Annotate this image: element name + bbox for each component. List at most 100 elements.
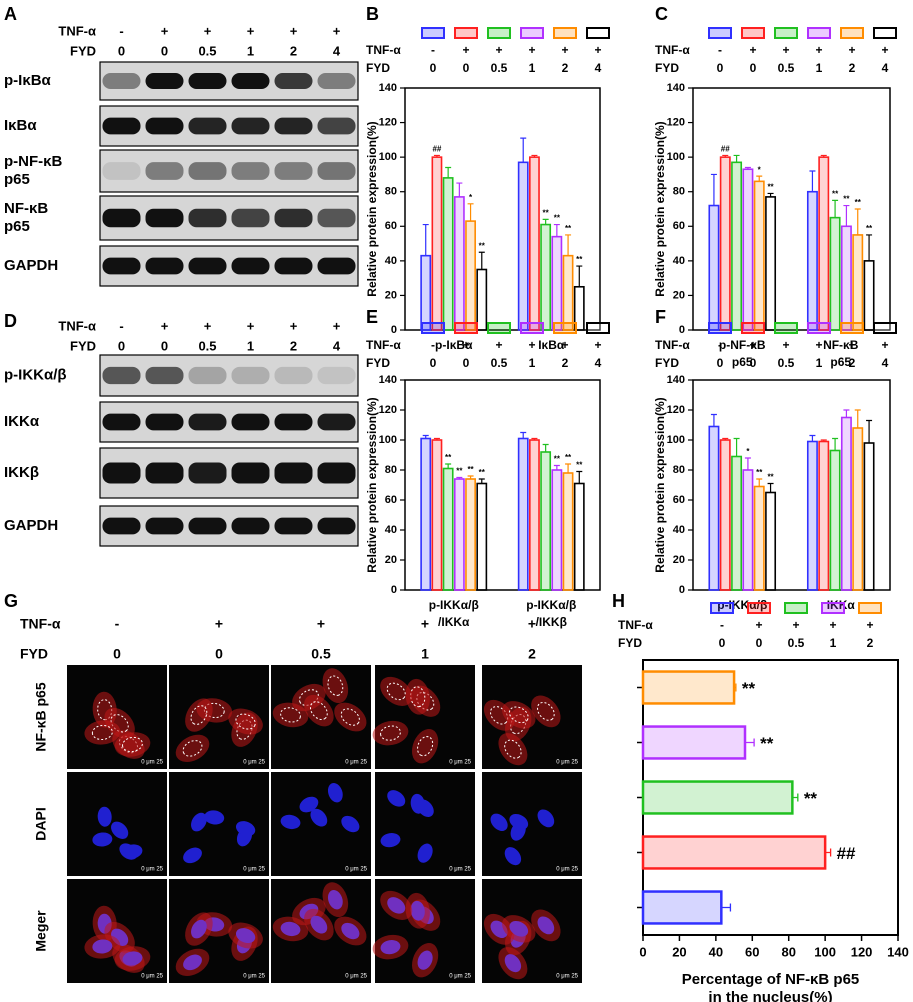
blot-band	[317, 257, 356, 275]
blot-band	[188, 257, 227, 275]
blot-band	[188, 517, 227, 535]
legend-row-label: TNF-α	[366, 43, 401, 57]
significance-mark: ##	[721, 145, 730, 154]
legend-condition: 0	[430, 61, 437, 75]
error-bar	[756, 478, 763, 487]
scale-label: 0 μm 25	[556, 974, 578, 980]
blot-strip	[99, 195, 359, 241]
blot-strip	[99, 447, 359, 499]
y-tick-label: 140	[667, 82, 685, 94]
nucleus	[537, 916, 555, 935]
nucleus	[509, 920, 529, 937]
blot-band	[274, 517, 313, 535]
error-bar	[456, 182, 463, 197]
blot-band	[274, 162, 313, 180]
bar	[852, 427, 864, 591]
legend-swatch	[553, 322, 577, 334]
error-bar	[542, 218, 549, 225]
legend-condition: +	[755, 618, 762, 632]
legend-condition: 1	[529, 356, 536, 370]
y-axis-label: Relative protein expression(%)	[365, 121, 379, 296]
legend-condition: +	[815, 338, 822, 352]
nucleus	[327, 889, 343, 910]
y-tick-label: 0	[679, 324, 685, 336]
error-bar	[433, 437, 440, 440]
lane-label: +	[204, 318, 212, 333]
nucleus	[417, 843, 433, 863]
error-bar	[456, 476, 463, 479]
nucleus-outline	[122, 736, 143, 753]
blot-band	[102, 462, 141, 484]
legend-condition: 4	[882, 356, 889, 370]
blot-band	[274, 366, 313, 385]
column-label: -	[115, 616, 120, 632]
blot-band	[145, 462, 184, 484]
y-tick-label: 120	[379, 116, 397, 128]
legend-condition: -	[718, 43, 722, 57]
x-tick-label: 140	[887, 944, 909, 959]
significance-mark: *	[469, 193, 473, 202]
plot-frame	[404, 379, 601, 591]
nucleus-outline	[417, 736, 434, 757]
lane-label: +	[247, 318, 255, 333]
cell-body	[304, 694, 334, 727]
significance-mark: **	[565, 224, 572, 233]
blot-band	[231, 366, 270, 385]
blot-band	[145, 413, 184, 431]
lane-label: 4	[333, 43, 341, 58]
y-tick-label: 60	[673, 220, 685, 232]
significance-mark: **	[543, 208, 550, 217]
blot-band	[102, 257, 141, 275]
y-tick-label: 100	[667, 434, 685, 446]
x-tick-label: p65	[732, 355, 753, 369]
x-tick-label: p-IKKα/β	[429, 598, 479, 612]
y-tick-label: 0	[391, 584, 397, 596]
scale-label: 0 μm 25	[556, 867, 578, 873]
bar	[840, 416, 852, 591]
error-bar	[767, 482, 774, 493]
nucleus	[380, 939, 401, 955]
legend-condition: -	[718, 338, 722, 352]
row-label: FYD	[70, 338, 96, 353]
nucleus-outline	[91, 724, 113, 741]
legend-row-label: FYD	[655, 356, 679, 370]
legend-condition: 1	[816, 356, 823, 370]
legend-swatch	[421, 27, 445, 39]
lane-label: +	[333, 23, 341, 38]
cell-body	[502, 701, 536, 729]
error-bar	[478, 251, 485, 270]
legend-condition: -	[431, 338, 435, 352]
blot-band	[145, 517, 184, 535]
legend-condition: +	[829, 618, 836, 632]
legend-condition: 4	[595, 356, 602, 370]
legend-row-label: FYD	[366, 356, 390, 370]
significance-mark: **	[804, 789, 818, 808]
blot-band	[274, 257, 313, 275]
legend-row-label: TNF-α	[618, 618, 653, 632]
lane-label: 0	[161, 43, 168, 58]
significance-mark: **	[576, 461, 583, 470]
nucleus	[504, 847, 522, 866]
x-tick-label: 80	[781, 944, 795, 959]
bar	[742, 168, 754, 331]
row-label: TNF-α	[58, 318, 96, 333]
legend-condition: 0	[750, 61, 757, 75]
bar	[731, 161, 743, 331]
bar	[453, 196, 465, 331]
panel-letter: A	[4, 4, 17, 24]
legend-condition: 0	[717, 61, 724, 75]
legend-condition: -	[431, 43, 435, 57]
legend-condition: 0.5	[778, 356, 795, 370]
legend-swatch	[747, 602, 771, 614]
blot-strip	[99, 149, 359, 193]
nucleus-outline	[280, 707, 301, 723]
nucleus	[310, 808, 328, 827]
blot-band	[274, 208, 313, 228]
blot-band	[145, 162, 184, 180]
y-tick-label: 120	[667, 404, 685, 416]
y-tick-label: 100	[667, 151, 685, 163]
nucleus	[191, 919, 207, 939]
blot-band	[188, 366, 227, 385]
bar	[765, 196, 777, 331]
blot-band	[102, 117, 141, 135]
